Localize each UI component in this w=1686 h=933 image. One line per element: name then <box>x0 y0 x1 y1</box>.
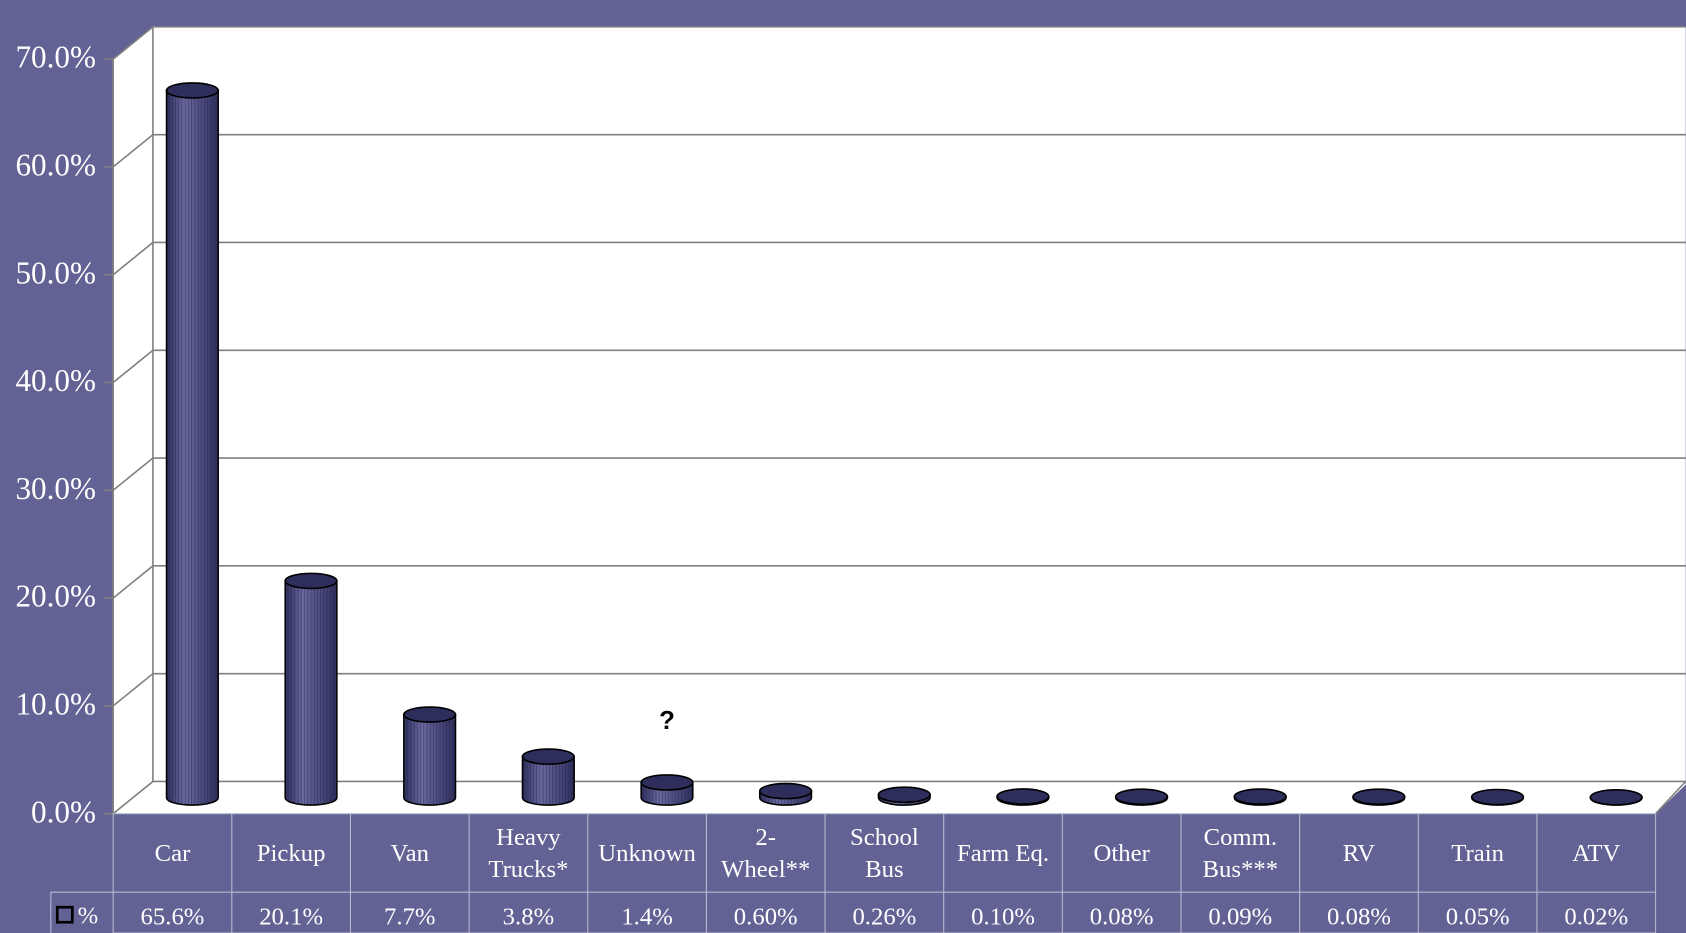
x-tick-cell: Other <box>1062 814 1181 892</box>
value-label: 0.60% <box>734 903 798 930</box>
value-label: 0.10% <box>971 903 1035 930</box>
annotation: ? <box>659 707 675 735</box>
bar <box>1353 789 1405 805</box>
x-tick-label: Comm. Bus*** <box>1181 814 1300 892</box>
bar-top <box>1234 789 1286 804</box>
x-tick-label: ATV <box>1537 814 1656 892</box>
bar-stripes <box>404 715 456 806</box>
bar-top <box>878 787 930 802</box>
x-tick-cell: ATV <box>1537 814 1656 892</box>
y-tick-label: 50.0% <box>15 255 95 290</box>
bar <box>523 749 575 805</box>
bar-top <box>1116 789 1168 804</box>
x-tick-label: RV <box>1300 814 1419 892</box>
y-tick-label: 0.0% <box>31 794 96 829</box>
x-tick-label: Train <box>1418 814 1537 892</box>
bar <box>167 83 219 805</box>
value-label: 0.02% <box>1564 903 1628 930</box>
value-label: 0.08% <box>1327 903 1391 930</box>
x-tick-cell: Unknown <box>588 814 707 892</box>
bar <box>285 573 337 805</box>
bar-top <box>167 83 219 98</box>
bar <box>1234 789 1286 805</box>
y-tick-label: 30.0% <box>15 471 95 506</box>
bar <box>1472 790 1524 806</box>
bar-top <box>523 749 575 764</box>
bar-top <box>1472 790 1524 805</box>
bar-top <box>1353 789 1405 804</box>
x-tick-cell: RV <box>1300 814 1419 892</box>
y-tick-label: 20.0% <box>15 579 95 614</box>
chart: 0.0% 10.0% 20.0% 30.0% 40.0% 50.0% 60.0% 70.0%%… <box>0 0 1686 933</box>
y-tick-label: 70.0% <box>15 40 95 75</box>
x-tick-cell: Car <box>113 814 232 892</box>
bar <box>760 784 812 806</box>
value-label: 0.09% <box>1208 903 1272 930</box>
bar <box>878 787 930 805</box>
x-tick-cell: Train <box>1418 814 1537 892</box>
value-label: 1.4% <box>621 903 673 930</box>
bar-top <box>285 573 337 588</box>
bar-top <box>641 775 693 790</box>
x-tick-cell: Comm. Bus*** <box>1181 814 1300 892</box>
value-label: 65.6% <box>141 903 205 930</box>
bar-stripes <box>285 581 337 805</box>
x-tick-label: Pickup <box>232 814 351 892</box>
bar-top <box>1590 790 1642 805</box>
x-tick-label: Other <box>1062 814 1181 892</box>
x-tick-label: 2-Wheel** <box>706 814 825 892</box>
x-tick-cell: Van <box>350 814 469 892</box>
x-tick-cell: Farm Eq. <box>944 814 1063 892</box>
bar-top <box>997 789 1049 804</box>
x-tick-cell: School Bus <box>825 814 944 892</box>
x-tick-label: Unknown <box>588 814 707 892</box>
bar-top <box>404 707 456 722</box>
value-label: 3.8% <box>503 903 555 930</box>
y-tick-label: 40.0% <box>15 363 95 398</box>
x-tick-label: Farm Eq. <box>944 814 1063 892</box>
x-tick-cell: Pickup <box>232 814 351 892</box>
legend-label: % <box>78 902 99 929</box>
x-tick-label: School Bus <box>825 814 944 892</box>
value-label: 0.05% <box>1446 903 1510 930</box>
x-tick-label: Van <box>350 814 469 892</box>
value-label: 7.7% <box>384 903 436 930</box>
plot-area <box>113 27 1686 814</box>
bar <box>404 707 456 805</box>
bar-top <box>760 784 812 799</box>
y-tick-label: 60.0% <box>15 148 95 183</box>
value-label: 20.1% <box>259 903 323 930</box>
x-tick-label: Car <box>113 814 232 892</box>
x-tick-cell: Heavy Trucks* <box>469 814 588 892</box>
bar <box>997 789 1049 805</box>
bar-stripes <box>167 90 219 805</box>
y-tick-label: 10.0% <box>15 686 95 721</box>
x-tick-cell: 2-Wheel** <box>706 814 825 892</box>
bar <box>641 775 693 805</box>
bar <box>1116 789 1168 805</box>
value-label: 0.08% <box>1090 903 1154 930</box>
bar <box>1590 790 1642 805</box>
value-label: 0.26% <box>852 903 916 930</box>
x-tick-label: Heavy Trucks* <box>469 814 588 892</box>
